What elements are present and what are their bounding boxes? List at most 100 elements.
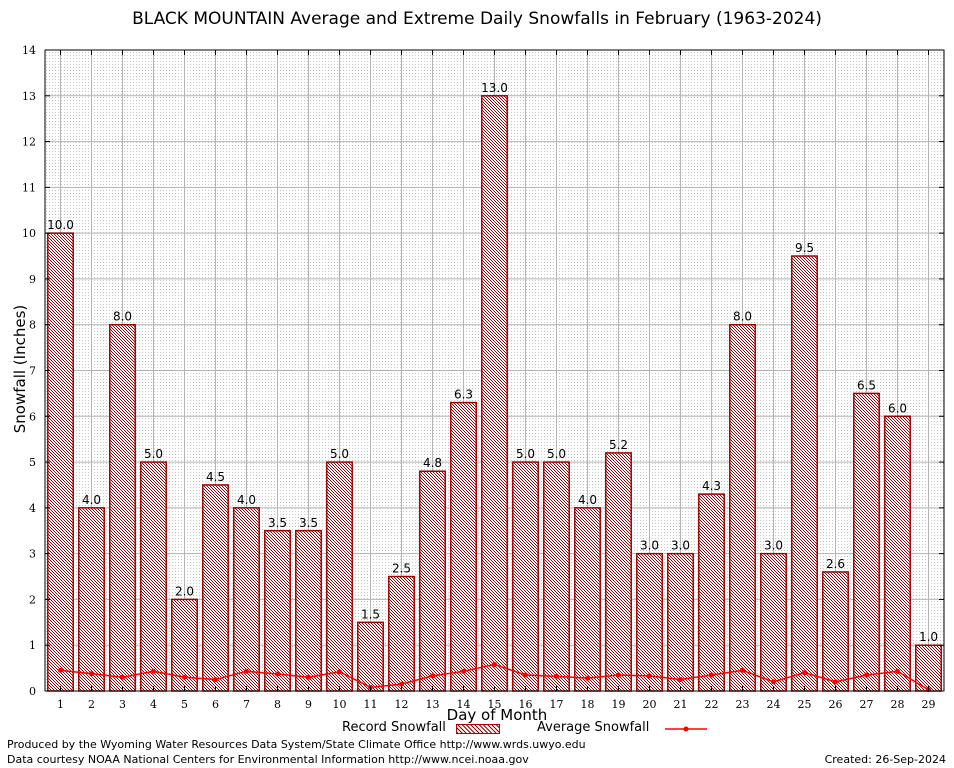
x-tick-label-day-26: 26 <box>829 698 843 711</box>
x-tick-label-day-8: 8 <box>274 698 281 711</box>
bar-record-day-23 <box>729 323 756 692</box>
bar-label-day-9: 3.5 <box>299 516 318 530</box>
x-tick-label-day-3: 3 <box>119 698 126 711</box>
x-tick-label-day-13: 13 <box>426 698 440 711</box>
average-point-day-10 <box>337 669 342 675</box>
footer-data-courtesy: Data courtesy NOAA National Centers for … <box>7 753 529 766</box>
x-tick-label-day-19: 19 <box>612 698 626 711</box>
bar-label-day-13: 4.8 <box>423 456 442 470</box>
bar-label-day-6: 4.5 <box>206 470 225 484</box>
x-tick-label-day-11: 11 <box>364 698 378 711</box>
y-tick-label: 1 <box>29 639 36 652</box>
bar-label-day-10: 5.0 <box>330 447 349 461</box>
x-tick-label-day-24: 24 <box>767 698 781 711</box>
bar-label-day-21: 3.0 <box>671 539 690 553</box>
bar-label-day-4: 5.0 <box>144 447 163 461</box>
bar-record-day-28 <box>884 415 911 692</box>
bar-label-day-2: 4.0 <box>82 493 101 507</box>
x-tick-label-day-2: 2 <box>88 698 95 711</box>
average-point-day-16 <box>523 672 528 678</box>
y-tick-label: 7 <box>29 365 36 378</box>
bar-record-day-6 <box>202 484 229 692</box>
footer-created: Created: 26-Sep-2024 <box>824 753 946 766</box>
x-tick-label-day-10: 10 <box>333 698 347 711</box>
bar-label-day-16: 5.0 <box>516 447 535 461</box>
y-tick-label: 2 <box>29 593 36 606</box>
y-tick-label: 10 <box>22 227 36 240</box>
bar-record-day-29 <box>915 644 942 692</box>
y-tick-label: 0 <box>29 685 36 698</box>
bar-record-day-16 <box>512 461 539 692</box>
average-point-day-21 <box>678 677 683 683</box>
x-axis-label: Day of Month <box>446 706 548 724</box>
x-tick-label-day-9: 9 <box>305 698 312 711</box>
x-tick-label-day-27: 27 <box>860 698 874 711</box>
bar-record-day-20 <box>636 552 663 692</box>
bar-record-day-8 <box>264 530 291 692</box>
bar-label-day-29: 1.0 <box>919 630 938 644</box>
bar-label-day-5: 2.0 <box>175 584 194 598</box>
average-point-day-20 <box>647 673 652 679</box>
average-point-day-9 <box>306 674 311 680</box>
y-tick-label: 4 <box>29 502 36 515</box>
bar-record-day-15 <box>481 95 508 692</box>
bar-record-day-27 <box>853 392 880 692</box>
bar-label-day-7: 4.0 <box>237 493 256 507</box>
bar-label-day-23: 8.0 <box>733 310 752 324</box>
y-tick-label: 8 <box>29 319 36 332</box>
average-point-day-3 <box>120 674 125 680</box>
average-point-day-7 <box>244 668 249 674</box>
bar-record-day-10 <box>326 461 353 692</box>
bar-record-day-26 <box>822 571 849 692</box>
x-tick-label-day-20: 20 <box>643 698 657 711</box>
x-tick-label-day-25: 25 <box>798 698 812 711</box>
average-point-day-26 <box>833 679 838 685</box>
x-tick-label-day-17: 17 <box>550 698 564 711</box>
x-tick-label-day-4: 4 <box>150 698 157 711</box>
x-tick-label-day-18: 18 <box>581 698 595 711</box>
bar-label-day-12: 2.5 <box>392 562 411 576</box>
y-tick-label: 5 <box>29 456 36 469</box>
bar-label-day-8: 3.5 <box>268 516 287 530</box>
x-tick-label-day-14: 14 <box>457 698 471 711</box>
bar-record-day-11 <box>357 621 384 692</box>
bar-record-day-17 <box>543 461 570 692</box>
average-point-day-1 <box>58 667 63 673</box>
bar-label-day-25: 9.5 <box>795 241 814 255</box>
bar-label-day-22: 4.3 <box>702 479 721 493</box>
bar-record-day-14 <box>450 401 477 692</box>
x-tick-label-day-21: 21 <box>674 698 688 711</box>
x-tick-label-day-16: 16 <box>519 698 533 711</box>
bar-record-day-19 <box>605 452 632 692</box>
average-point-day-19 <box>616 672 621 678</box>
bar-record-day-2 <box>78 507 105 692</box>
bar-label-day-15: 13.0 <box>481 81 508 95</box>
y-tick-label: 13 <box>22 90 36 103</box>
bar-label-day-24: 3.0 <box>764 539 783 553</box>
bar-record-day-25 <box>791 255 818 692</box>
bar-label-day-3: 8.0 <box>113 310 132 324</box>
average-point-day-4 <box>151 668 156 674</box>
x-tick-label-day-1: 1 <box>57 698 64 711</box>
average-point-day-13 <box>430 673 435 679</box>
average-point-day-14 <box>461 668 466 674</box>
average-point-day-6 <box>213 677 218 683</box>
bar-record-day-9 <box>295 530 322 692</box>
average-point-day-5 <box>182 674 187 680</box>
bar-label-day-11: 1.5 <box>361 607 380 621</box>
legend-record-label: Record Snowfall <box>342 720 446 735</box>
legend-average-swatch <box>665 726 707 732</box>
average-point-day-17 <box>554 673 559 679</box>
average-point-day-24 <box>771 679 776 685</box>
x-tick-label-day-5: 5 <box>181 698 188 711</box>
y-tick-label: 3 <box>29 548 36 561</box>
average-point-day-18 <box>585 675 590 681</box>
x-tick-label-day-29: 29 <box>922 698 936 711</box>
average-point-day-15 <box>492 661 497 667</box>
footer-produced-by: Produced by the Wyoming Water Resources … <box>7 738 586 751</box>
x-tick-label-day-22: 22 <box>705 698 719 711</box>
bar-label-day-20: 3.0 <box>640 539 659 553</box>
bar-label-day-27: 6.5 <box>857 378 876 392</box>
bar-record-day-13 <box>419 470 446 692</box>
